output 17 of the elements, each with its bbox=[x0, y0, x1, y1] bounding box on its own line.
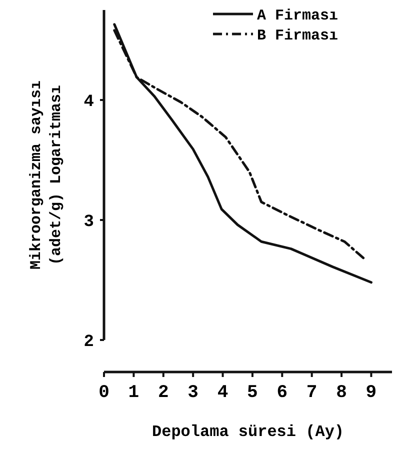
x-tick-label: 0 bbox=[98, 383, 110, 403]
x-tick-label: 6 bbox=[276, 383, 288, 403]
x-tick-label: 5 bbox=[247, 383, 258, 403]
legend-label: A Firması bbox=[257, 7, 338, 24]
y-tick-label: 4 bbox=[84, 92, 94, 112]
x-tick-label: 4 bbox=[217, 383, 228, 403]
x-tick-label: 3 bbox=[188, 383, 198, 403]
legend-label: B Firması bbox=[257, 27, 338, 44]
y-tick-label: 3 bbox=[84, 212, 94, 232]
x-tick-label: 1 bbox=[128, 383, 140, 403]
x-axis-title: Depolama süresi (Ay) bbox=[152, 423, 344, 441]
y-tick-label: 2 bbox=[84, 332, 94, 352]
x-tick-label: 2 bbox=[158, 383, 169, 403]
x-tick-label: 8 bbox=[336, 383, 347, 403]
y-axis-title: Mikroorganizma sayısı (adet/g) Logaritması bbox=[28, 80, 65, 270]
x-tick-label: 9 bbox=[366, 383, 377, 403]
x-tick-label: 7 bbox=[306, 383, 318, 403]
